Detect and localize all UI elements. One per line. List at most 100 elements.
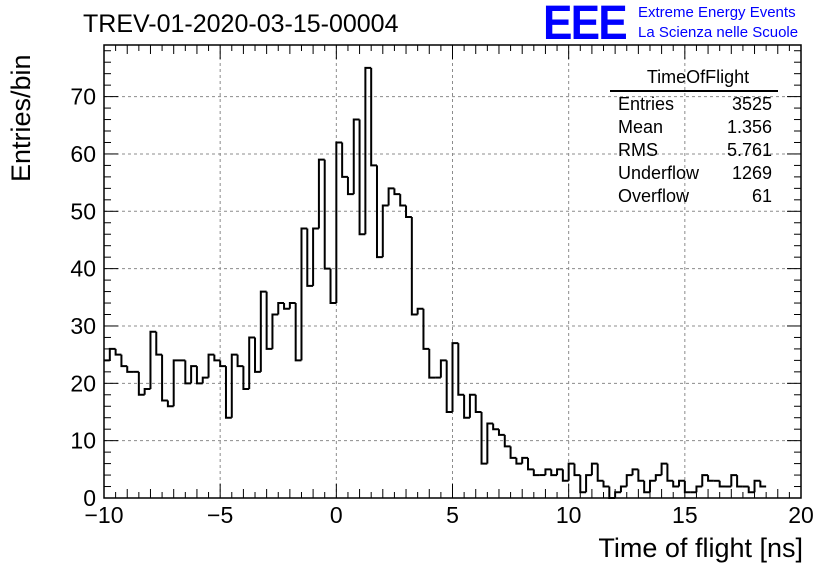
stats-row: Mean 1.356 [610,116,778,139]
histogram-bin [486,422,494,464]
histogram-bin [678,479,685,487]
histogram-bin [120,354,128,368]
histogram-bin [254,337,261,373]
histogram-bin [596,463,604,482]
histogram-bin [317,158,325,229]
histogram-bin [730,474,738,487]
histogram-bin [753,479,761,493]
histogram-bin [590,462,598,476]
histogram-bin [184,360,192,385]
y-tick-label: 60 [70,141,96,167]
histogram-bin [300,227,308,361]
histogram-bin [515,457,523,465]
histogram-bin [195,366,203,385]
histogram-bin [422,308,430,350]
histogram-bin [277,302,285,315]
y-tick-label: 70 [70,84,96,110]
histogram-bin [213,354,221,362]
y-tick-label: 40 [70,256,96,282]
run-title: TREV-01-2020-03-15-00004 [83,10,399,38]
histogram-bin [637,469,645,482]
y-tick-label: 50 [70,198,96,224]
logo-text-line2: La Scienza nelle Scuole [638,24,799,41]
histogram-bin [631,468,639,476]
y-tick-label: 10 [70,428,96,454]
histogram-bin [399,194,407,207]
histogram-bin [224,366,232,419]
histogram-bin [381,204,389,258]
histogram-bin [497,429,505,436]
x-tick-label: −10 [84,502,123,528]
histogram-bin [492,423,499,431]
histogram-bin [718,480,726,488]
stats-value: 3525 [731,94,772,114]
histogram-bin [242,366,250,391]
histogram-bin [375,165,383,259]
histogram-bin [265,291,273,350]
histogram-bin [567,462,575,481]
histogram-bin [643,480,650,494]
histogram-bin [759,480,767,488]
histogram-bin [219,360,226,368]
histogram-bin [619,485,627,493]
y-tick-label: 0 [83,485,96,511]
stats-divider [610,90,778,92]
histogram-bin [585,474,592,493]
histogram-bin [114,348,122,356]
histogram-bin [341,142,348,178]
histogram-bin [393,188,401,196]
histogram-bin [137,371,145,396]
histogram-bin [410,217,418,316]
histogram-bin [736,475,743,488]
y-tick-label: 30 [70,313,96,339]
histogram-bin [294,303,302,362]
stats-label: Entries [618,94,675,114]
histogram-bin [579,475,587,494]
histogram-bin [509,446,517,459]
x-axis-label: Time of flight [ns] [598,533,803,563]
histogram-bin [556,468,563,476]
histogram-bin [166,400,174,408]
tick-labels: −10 −5 0 5 10 15 20 0 10 20 30 40 50 60 70 [70,84,813,528]
histogram-bin [143,388,151,395]
histogram-bin [544,468,552,476]
histogram-bin [201,376,209,384]
histogram-bin [503,434,511,448]
stats-label: Mean [618,117,664,137]
histogram-bin [346,176,354,196]
histogram-bin [672,480,680,488]
stats-box: TimeOfFlight Entries 3525 Mean 1.356 RMS… [610,67,778,208]
histogram-bin [248,336,256,390]
stats-row: RMS 5.761 [610,139,778,162]
histogram-bin [695,485,703,493]
histogram-bin [387,187,395,206]
histogram-bin [625,474,633,487]
histogram-bin [236,354,244,368]
histogram-bin [428,348,436,379]
histogram-bin [370,67,377,167]
histogram-bin [614,491,621,498]
histogram-bin [451,342,459,412]
x-tick-label: 10 [556,502,582,528]
logo-text-line1: Extreme Energy Events [638,4,796,21]
histogram-bin [306,228,314,287]
histogram-bin [230,353,238,418]
histogram-bin [335,141,343,304]
stats-title: TimeOfFlight [646,67,750,87]
x-tick-label: −5 [207,502,233,528]
stats-label: Underflow [618,163,700,183]
eee-logo-mark: EEE [543,0,628,50]
histogram-bin [527,457,534,471]
x-tick-label: 5 [446,502,459,528]
histogram-bin [323,159,331,270]
y-axis-label: Entries/bin [6,54,36,182]
x-tick-label: 0 [330,502,343,528]
histogram-bin [207,353,215,378]
histogram-bin [573,463,581,477]
stats-label: Overflow [618,186,690,206]
histogram-bin [259,290,267,372]
histogram-bin [474,394,482,413]
histogram-bin [480,411,488,465]
histogram-bin [648,479,656,493]
